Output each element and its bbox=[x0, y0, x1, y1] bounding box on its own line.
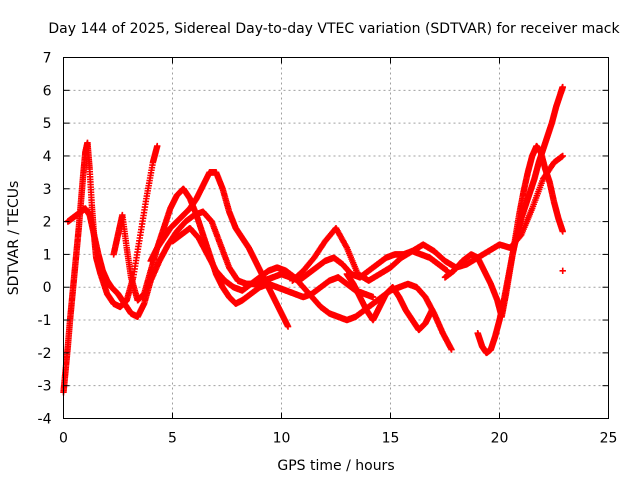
y-tick-label: 6 bbox=[43, 83, 52, 99]
y-tick-label: -4 bbox=[38, 412, 52, 428]
grid-lines bbox=[63, 57, 609, 419]
series-sat-g bbox=[343, 270, 436, 334]
y-tick-label: -1 bbox=[38, 313, 52, 329]
data-point bbox=[448, 346, 455, 353]
data-point bbox=[154, 142, 161, 150]
chart-title: Day 144 of 2025, Sidereal Day-to-day VTE… bbox=[48, 21, 620, 37]
data-point bbox=[369, 293, 377, 301]
data-point bbox=[559, 152, 566, 160]
y-axis-label: SDTVAR / TECUs bbox=[6, 181, 22, 296]
x-tick-label: 15 bbox=[382, 431, 400, 447]
y-tick-label: 7 bbox=[43, 51, 52, 67]
series-sat-i bbox=[474, 83, 566, 357]
x-tick-label: 10 bbox=[273, 431, 291, 447]
data-series bbox=[60, 83, 566, 396]
y-tick-label: 0 bbox=[43, 280, 52, 296]
axis-ticks: 0 5 10 15 20 25 -4 -3 -2 -1 0 1 2 3 4 5 6 7 bbox=[38, 51, 618, 447]
data-point bbox=[284, 323, 292, 330]
y-tick-label: 4 bbox=[43, 149, 52, 165]
y-tick-label: 3 bbox=[43, 182, 52, 198]
series-sat-j bbox=[559, 267, 566, 275]
x-tick-label: 5 bbox=[168, 431, 177, 447]
y-tick-label: 1 bbox=[43, 247, 52, 263]
data-point bbox=[559, 228, 566, 235]
data-point bbox=[428, 307, 436, 314]
series-sat-e bbox=[169, 224, 455, 353]
x-tick-label: 0 bbox=[59, 431, 68, 447]
x-tick-label: 25 bbox=[600, 431, 618, 447]
y-tick-label: -3 bbox=[38, 379, 52, 395]
series-sat-a bbox=[60, 139, 161, 396]
data-point bbox=[559, 83, 566, 91]
x-axis-label: GPS time / hours bbox=[277, 458, 394, 474]
data-point bbox=[559, 267, 566, 275]
y-tick-label: 2 bbox=[43, 215, 52, 231]
y-tick-label: 5 bbox=[43, 116, 52, 132]
plot-frame bbox=[63, 57, 609, 419]
y-tick-label: -2 bbox=[38, 346, 52, 362]
x-tick-label: 20 bbox=[491, 431, 509, 447]
